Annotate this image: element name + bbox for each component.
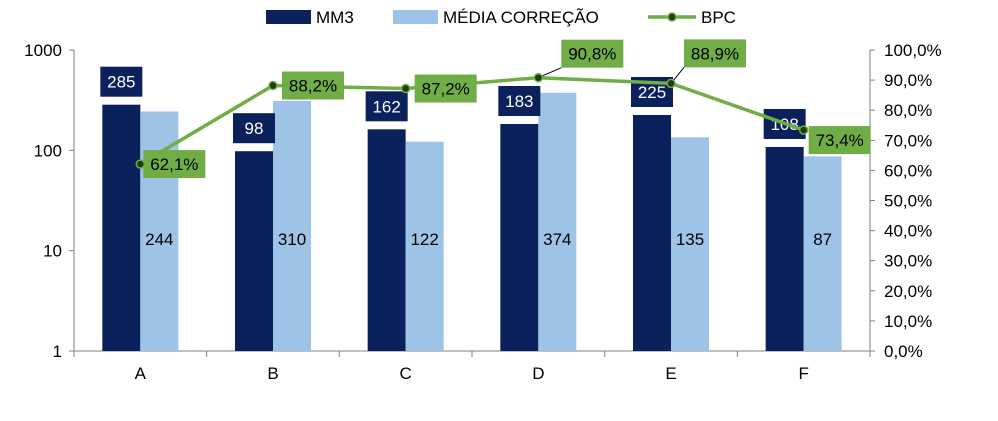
bar-media-correcao (538, 92, 577, 351)
right-tick-label: 30,0% (884, 252, 932, 271)
bpc-label-box (143, 150, 206, 179)
mm3-label-box (233, 113, 275, 144)
right-tick-label: 0,0% (884, 342, 923, 361)
bpc-label-box (414, 74, 477, 103)
legend-swatch-media (393, 10, 438, 24)
bpc-label-box (561, 39, 624, 68)
bar-mm3 (102, 104, 141, 351)
x-tick-label: B (267, 364, 278, 383)
right-tick-label: 10,0% (884, 312, 932, 331)
legend-swatch-mm3 (266, 10, 311, 24)
bpc-data-label: 73,4% (816, 131, 864, 150)
left-tick-label: 100 (34, 141, 62, 160)
x-tick-label: E (665, 364, 676, 383)
bar-media-correcao (405, 141, 444, 351)
bars (102, 92, 842, 352)
bar-mm3 (500, 124, 539, 352)
bar-media-correcao (803, 156, 842, 351)
x-tick-label: C (400, 364, 412, 383)
bpc-label-box (808, 126, 871, 155)
bpc-data-label: 62,1% (150, 155, 198, 174)
mm3-data-label: 98 (245, 119, 264, 138)
bpc-data-label: 88,2% (289, 77, 337, 96)
mm3-label-box (100, 66, 143, 97)
right-tick-label: 20,0% (884, 282, 932, 301)
line-layer: 62,1% 88,2% 87,2% 90,8% 88,9% 73,4% (135, 39, 871, 179)
bpc-label-box (282, 71, 344, 100)
bpc-marker (533, 72, 544, 83)
bar-media-correcao (273, 101, 311, 351)
mm3-data-label: 285 (107, 73, 135, 92)
bpc-marker (135, 159, 146, 169)
media-data-label: 135 (676, 230, 704, 249)
mm3-data-label: 162 (372, 97, 400, 116)
legend-label-media: MÉDIA CORREÇÃO (443, 8, 599, 27)
bpc-label-box (684, 39, 746, 68)
mm3-data-label: 183 (505, 92, 533, 111)
bar-media-correcao (671, 137, 709, 351)
right-tick-label: 90,0% (884, 71, 932, 90)
right-tick-label: 100,0% (884, 41, 942, 60)
x-labels: A B C D E F (135, 364, 809, 383)
media-data-label: 244 (145, 230, 173, 249)
bpc-marker (798, 125, 809, 135)
bar-mm3 (367, 129, 406, 351)
legend: MM3 MÉDIA CORREÇÃO BPC (266, 8, 736, 27)
bar-mm3 (235, 151, 273, 351)
legend-marker-bpc (667, 12, 677, 22)
left-tick-label: 1000 (24, 41, 62, 60)
bpc-marker (666, 78, 676, 89)
media-data-label: 310 (278, 230, 306, 249)
legend-label-bpc: BPC (701, 8, 736, 27)
media-data-label: 122 (410, 230, 438, 249)
bpc-marker (268, 80, 278, 91)
axes: 1 10 100 1000 0,0% 10,0% 20,0% 30,0% 40,0% 50,0% 6… (24, 41, 942, 361)
right-tick-label: 50,0% (884, 192, 932, 211)
mm3-label-box (498, 86, 541, 117)
mm3-label-box (365, 91, 408, 122)
media-data-label: 374 (543, 230, 571, 249)
x-tick-label: A (135, 364, 147, 383)
bpc-data-label: 87,2% (422, 80, 470, 99)
left-tick-label: 10 (43, 242, 62, 261)
right-tick-label: 70,0% (884, 131, 932, 150)
bpc-marker (400, 83, 411, 94)
right-tick-label: 80,0% (884, 101, 932, 120)
mm3-data-label: 225 (638, 83, 666, 102)
x-tick-label: D (532, 364, 544, 383)
left-tick-label: 1 (53, 342, 62, 361)
bar-mm3 (633, 114, 671, 352)
bar-mm3 (765, 146, 804, 351)
legend-label-mm3: MM3 (316, 8, 354, 27)
right-tick-label: 60,0% (884, 161, 932, 180)
bpc-data-label: 88,9% (691, 44, 739, 63)
x-tick-label: F (798, 364, 808, 383)
right-tick-label: 40,0% (884, 222, 932, 241)
bpc-data-label: 90,8% (568, 45, 616, 64)
media-data-label: 87 (813, 230, 832, 249)
